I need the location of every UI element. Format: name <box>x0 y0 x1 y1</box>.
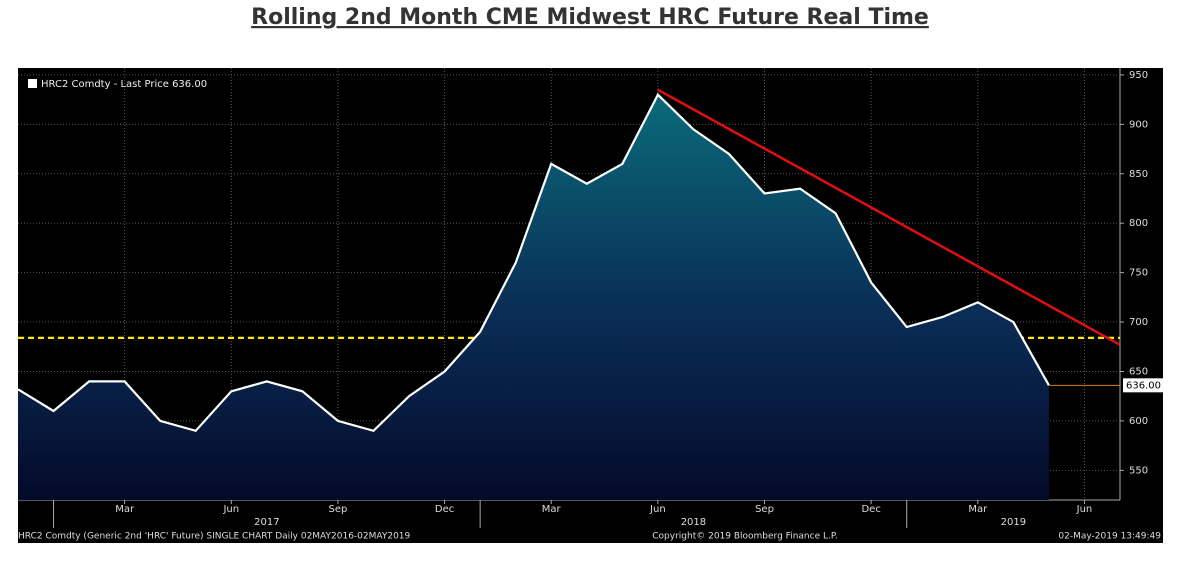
y-tick-label: 700 <box>1129 317 1148 328</box>
legend-label: HRC2 Comdty - Last Price 636.00 <box>41 79 207 90</box>
last-price-box <box>1123 378 1163 393</box>
x-tick-label: Sep <box>755 504 774 515</box>
x-tick-label: Mar <box>542 504 562 515</box>
y-tick-label: 800 <box>1129 218 1148 229</box>
trend-line <box>657 88 1121 346</box>
x-tick-label: Dec <box>861 504 880 515</box>
y-tick-label: 900 <box>1129 119 1148 130</box>
x-tick-label: Jun <box>222 504 239 515</box>
y-tick-label: 650 <box>1129 366 1148 377</box>
x-tick-label: Dec <box>435 504 454 515</box>
y-tick-label: 550 <box>1129 465 1148 476</box>
footer-center: Copyright© 2019 Bloomberg Finance L.P. <box>652 532 837 542</box>
footer-left: HRC2 Comdty (Generic 2nd 'HRC' Future) S… <box>18 532 411 542</box>
x-tick-label: Jun <box>649 504 666 515</box>
x-tick-label: Mar <box>115 504 135 515</box>
y-tick-label: 600 <box>1129 416 1148 427</box>
x-tick-label: Jun <box>1076 504 1093 515</box>
year-label: 2018 <box>681 517 706 528</box>
footer-right: 02-May-2019 13:49:49 <box>1058 532 1161 542</box>
line <box>17 92 1050 433</box>
y-tick-label: 850 <box>1129 169 1148 180</box>
x-tick-label: Sep <box>329 504 348 515</box>
x-tick-label: Mar <box>968 504 988 515</box>
y-tick-label: 950 <box>1129 70 1148 81</box>
last-price-label: 636.00 <box>1126 380 1161 391</box>
chart-title: Rolling 2nd Month CME Midwest HRC Future… <box>251 5 929 30</box>
year-label: 2017 <box>254 517 279 528</box>
area <box>18 94 1049 500</box>
y-tick-label: 750 <box>1129 268 1148 279</box>
legend-swatch <box>28 79 37 88</box>
year-label: 2019 <box>1001 517 1026 528</box>
